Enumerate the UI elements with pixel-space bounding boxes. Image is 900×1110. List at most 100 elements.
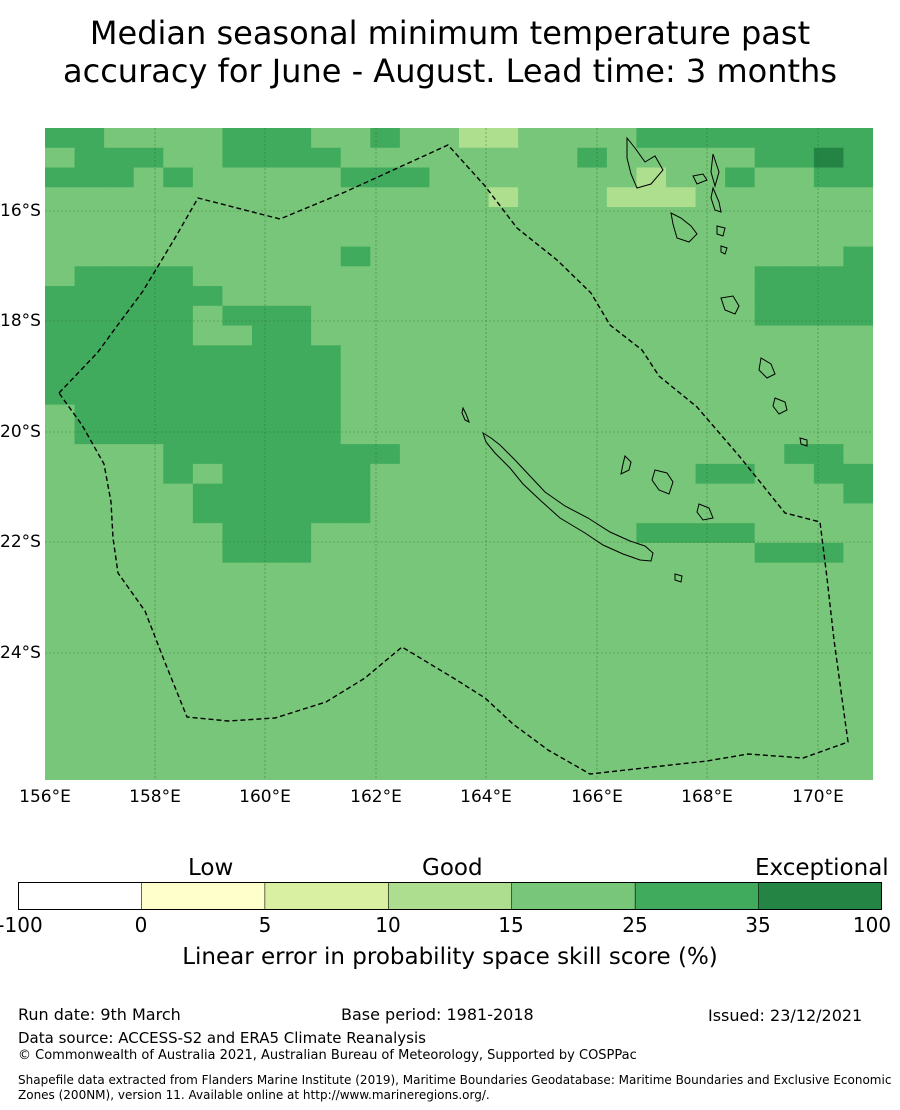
grid-cell: [281, 562, 312, 584]
grid-cell: [370, 286, 401, 307]
grid-cell: [813, 582, 845, 603]
grid-cell: [429, 700, 460, 722]
grid-cell: [429, 384, 460, 406]
grid-cell: [695, 404, 726, 425]
grid-cell: [725, 404, 756, 425]
grid-cell: [222, 187, 253, 208]
grid-cell: [518, 740, 549, 761]
grid-cell: [518, 128, 549, 149]
grid-cell: [399, 720, 431, 742]
grid-cell: [74, 621, 105, 643]
grid-cell: [370, 621, 401, 643]
grid-cell: [222, 602, 253, 623]
grid-cell: [459, 661, 490, 682]
colorbar-tick-15: 15: [498, 913, 524, 937]
grid-cell: [636, 582, 667, 603]
grid-cell: [666, 404, 697, 425]
grid-cell: [636, 325, 667, 346]
grid-cell: [340, 523, 371, 544]
grid-cell: [577, 404, 608, 425]
grid-cell: [518, 345, 549, 366]
grid-cell: [222, 542, 253, 564]
grid-cell: [252, 424, 283, 445]
grid-cell: [488, 305, 519, 327]
grid-cell: [754, 463, 785, 485]
grid-cell: [577, 582, 608, 603]
grid-cell: [754, 681, 785, 702]
grid-cell: [488, 720, 519, 742]
grid-cell: [370, 582, 401, 603]
grid-cell: [843, 444, 873, 465]
grid-cell: [488, 523, 519, 544]
grid-cell: [518, 246, 549, 267]
grid-cell: [429, 641, 460, 663]
grid-cell: [252, 562, 283, 584]
grid-cell: [636, 187, 667, 208]
grid-cell: [459, 760, 490, 780]
grid-cell: [45, 345, 76, 366]
grid-cell: [104, 760, 135, 780]
grid-cell: [666, 128, 697, 149]
grid-cell: [577, 463, 608, 485]
grid-cell: [192, 404, 224, 425]
grid-cell: [45, 483, 76, 504]
grid-cell: [459, 246, 490, 267]
grid-cell: [133, 325, 164, 346]
grid-cell: [429, 740, 460, 761]
grid-cell: [695, 207, 726, 228]
grid-cell: [725, 582, 756, 603]
grid-cell: [281, 286, 312, 307]
grid-cell: [843, 760, 873, 780]
grid-cell: [606, 740, 638, 761]
grid-cell: [695, 621, 726, 643]
grid-cell: [725, 602, 756, 623]
grid-cell: [547, 483, 578, 504]
grid-cell: [399, 760, 431, 780]
grid-cell: [725, 246, 756, 267]
grid-cell: [695, 582, 726, 603]
grid-cell: [577, 700, 608, 722]
grid-cell: [370, 167, 401, 188]
grid-cell: [104, 167, 135, 188]
grid-cell: [813, 167, 845, 188]
grid-cell: [547, 562, 578, 584]
island-epi: [716, 225, 726, 237]
grid-cell: [311, 523, 342, 544]
grid-cell: [104, 542, 135, 564]
colorbar-tick-neg100: -100: [0, 913, 43, 937]
grid-cell: [370, 325, 401, 346]
grid-cell: [104, 424, 135, 445]
grid-cell: [104, 345, 135, 366]
grid-cell: [133, 167, 164, 188]
issued-date: Issued: 23/12/2021: [708, 1006, 863, 1025]
grid-cell: [252, 523, 283, 544]
grid-cell: [606, 661, 638, 682]
grid-cell: [725, 147, 756, 169]
grid-cell: [222, 128, 253, 149]
shapefile-credit-line-1: Shapefile data extracted from Flanders M…: [18, 1073, 892, 1087]
grid-cell: [399, 661, 431, 682]
grid-cell: [547, 325, 578, 346]
grid-cell: [399, 700, 431, 722]
grid-cell: [636, 740, 667, 761]
grid-cell: [399, 483, 431, 504]
grid-cell: [843, 700, 873, 722]
grid-cell: [843, 582, 873, 603]
grid-cell: [813, 444, 845, 465]
grid-cell: [74, 384, 105, 406]
grid-cell: [163, 444, 194, 465]
grid-cell: [222, 503, 253, 524]
grid-cell: [784, 700, 815, 722]
grid-cell: [429, 345, 460, 366]
grid-cell: [636, 542, 667, 564]
grid-cell: [666, 305, 697, 327]
grid-cell: [577, 384, 608, 406]
grid-cell: [340, 365, 371, 386]
grid-cell: [399, 602, 431, 623]
grid-cell: [429, 167, 460, 188]
grid-cell: [725, 463, 756, 485]
grid-cell: [311, 740, 342, 761]
grid-cell: [518, 404, 549, 425]
grid-cell: [163, 621, 194, 643]
grid-cell: [74, 305, 105, 327]
